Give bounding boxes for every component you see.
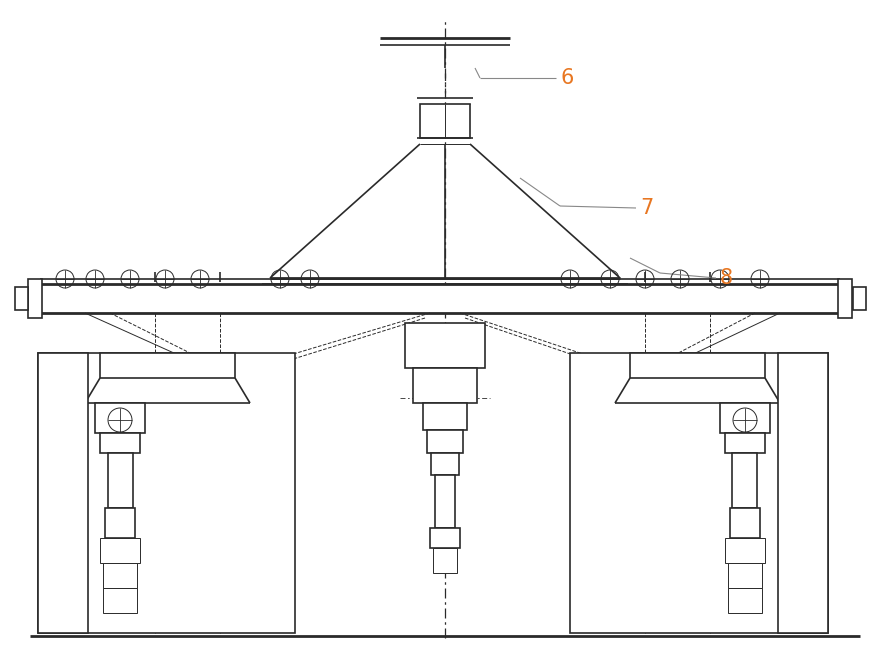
Bar [413, 368, 477, 403]
Bar [838, 279, 852, 318]
Bar [728, 563, 762, 588]
Bar [725, 433, 765, 453]
Bar [103, 563, 137, 588]
Bar [420, 104, 470, 138]
Text: 8: 8 [720, 268, 733, 288]
Bar [732, 453, 757, 508]
Bar [38, 353, 88, 633]
Bar [100, 433, 140, 453]
Text: 7: 7 [640, 198, 653, 218]
Bar [427, 430, 463, 453]
Bar [38, 353, 295, 633]
Bar [100, 538, 140, 563]
Bar [433, 548, 457, 573]
Bar [725, 538, 765, 563]
Bar [430, 528, 460, 548]
Bar [405, 323, 485, 368]
Bar [730, 508, 760, 538]
Bar [778, 353, 828, 633]
Bar [728, 588, 762, 613]
Text: 6: 6 [560, 68, 573, 88]
Bar [28, 279, 42, 318]
Bar [570, 353, 828, 633]
Bar [108, 453, 133, 508]
Bar [431, 453, 459, 475]
Bar [40, 284, 840, 313]
Bar [423, 403, 467, 430]
Bar [630, 353, 765, 378]
Bar [435, 475, 455, 528]
Bar [720, 403, 770, 433]
Bar [100, 353, 235, 378]
Bar [95, 403, 145, 433]
Bar [103, 588, 137, 613]
Bar [105, 508, 135, 538]
Bar [15, 287, 28, 310]
Bar [853, 287, 866, 310]
